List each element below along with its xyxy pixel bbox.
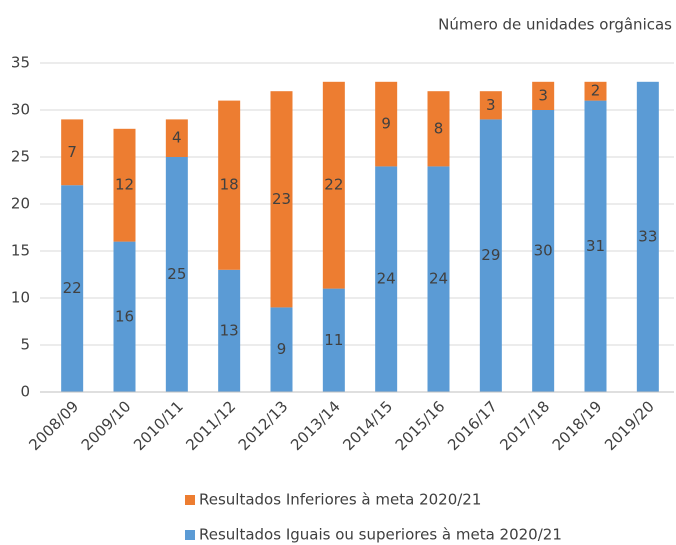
data-label: 30 [534,242,553,260]
bar-segment [218,100,241,270]
x-tick-label: 2012/13 [235,397,292,454]
x-tick-label: 2008/09 [25,397,82,454]
data-label: 2 [591,82,601,100]
legend-swatch [185,530,195,540]
y-tick-label: 0 [20,383,30,401]
chart-title: Número de unidades orgânicas [438,16,672,34]
bar-segment [322,81,345,289]
data-label: 9 [381,115,391,133]
bar-segment [532,110,555,392]
bar-segment [532,81,555,110]
data-label: 16 [115,307,134,325]
data-label: 24 [377,270,396,288]
bar-segment [270,91,293,308]
data-label: 12 [115,176,134,194]
x-tick-label: 2018/19 [549,397,606,454]
legend-label: Resultados Iguais ou superiores à meta 2… [199,526,562,544]
x-tick-label: 2016/17 [444,397,501,454]
bar-segment [479,91,502,120]
data-label: 29 [481,246,500,264]
bar-segment [375,81,398,167]
y-tick-label: 15 [11,242,30,260]
data-label: 3 [486,96,496,114]
x-tick-label: 2017/18 [496,397,553,454]
bar-segment [375,166,398,392]
data-label: 22 [63,279,82,297]
x-tick-label: 2014/15 [339,397,396,454]
x-tick-label: 2011/12 [182,397,239,454]
data-label: 4 [172,129,182,147]
y-tick-label: 30 [11,101,30,119]
x-tick-label: 2013/14 [287,397,344,454]
bar-segment [165,119,188,157]
data-label: 13 [220,321,239,339]
x-tick-label: 2019/20 [601,397,658,454]
data-label: 33 [638,227,657,245]
data-label: 7 [67,143,77,161]
bar-segment [165,157,188,392]
bar-segment [270,307,293,392]
data-label: 24 [429,270,448,288]
data-label: 11 [324,331,343,349]
x-tick-label: 2009/10 [78,397,135,454]
data-label: 3 [538,86,548,104]
legend-label: Resultados Inferiores à meta 2020/21 [199,491,481,509]
bar-segment [61,119,84,186]
y-tick-label: 25 [11,148,30,166]
data-label: 22 [324,176,343,194]
data-label: 18 [220,176,239,194]
data-label: 8 [434,119,444,137]
data-label: 23 [272,190,291,208]
bar-segment [636,81,659,393]
bar-segment [479,119,502,393]
y-tick-label: 35 [11,54,30,72]
data-label: 9 [277,340,287,358]
data-label: 25 [167,265,186,283]
x-tick-label: 2010/11 [130,397,187,454]
bar-segment [113,128,136,242]
bar-segment [218,269,241,392]
bar-segment [61,185,84,392]
bar-segment [427,91,450,167]
y-tick-label: 20 [11,195,30,213]
x-tick-label: 2015/16 [392,397,449,454]
bar-segment [584,100,607,392]
bar-segment [322,288,345,392]
bar-segment [427,166,450,392]
bar-segment [113,241,136,392]
y-tick-label: 10 [11,289,30,307]
data-label: 31 [586,237,605,255]
bar-segment [584,81,607,101]
y-tick-label: 5 [20,336,30,354]
legend-swatch [185,495,195,505]
